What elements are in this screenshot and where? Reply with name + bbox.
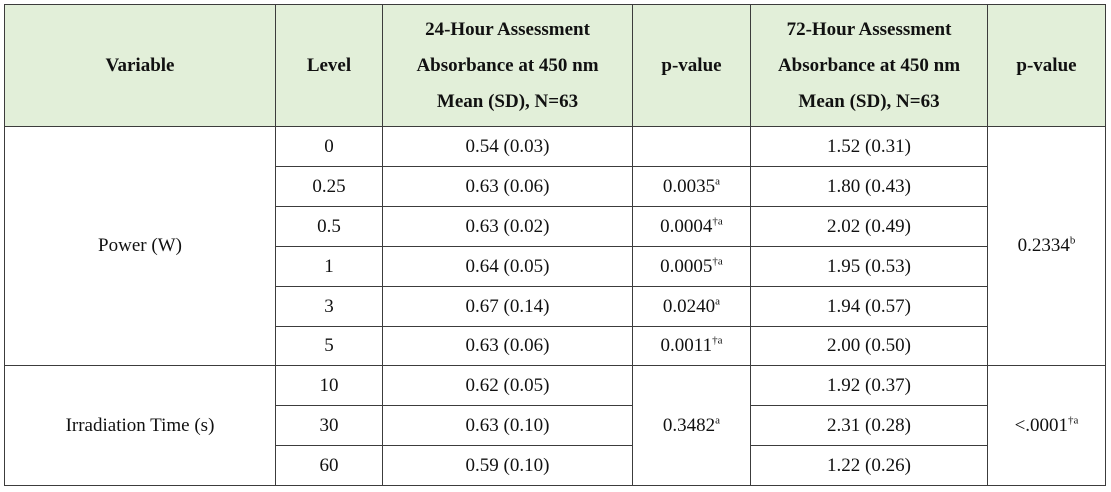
level-cell: 10 — [275, 365, 383, 406]
mean72-cell: 2.02 (0.49) — [750, 206, 988, 247]
mean72-cell: 1.52 (0.31) — [750, 126, 988, 167]
level-cell: 60 — [275, 445, 383, 486]
header-24h-line3: Mean (SD), N=63 — [436, 90, 579, 112]
table-row: Irradiation Time (s) 10 0.62 (0.05) 0.34… — [4, 365, 1106, 486]
header-72h-line2: Absorbance at 450 nm — [777, 54, 961, 76]
mean72-cell: 1.80 (0.43) — [750, 166, 988, 207]
header-level: Level — [275, 4, 383, 127]
level-cell: 30 — [275, 405, 383, 446]
group-label-irradiation: Irradiation Time (s) — [4, 365, 276, 486]
p24-cell: 0.0035a — [632, 166, 751, 207]
table-row: 30 0.63 (0.10) 2.31 (0.28) — [5, 405, 1106, 446]
p24-footnote: †a — [712, 215, 723, 228]
mean24-cell: 0.54 (0.03) — [382, 126, 633, 167]
table-row: 0.5 0.63 (0.02) 0.0004†a 2.02 (0.49) — [5, 206, 1106, 247]
header-pvalue-72h: p-value — [987, 4, 1106, 127]
mean24-cell: 0.64 (0.05) — [382, 246, 633, 287]
group-label-power: Power (W) — [4, 126, 276, 366]
p24-irradiation-cell: 0.3482a — [632, 365, 751, 486]
header-24h-line1: 24-Hour Assessment — [425, 18, 590, 40]
p24-cell — [632, 126, 751, 167]
header-72h-assessment: 72-Hour Assessment Absorbance at 450 nm … — [750, 4, 988, 127]
p72-value: 0.2334 — [1017, 235, 1070, 256]
table-row: Power (W) 0 0.54 (0.03) 1.52 (0.31) 0.23… — [4, 126, 1106, 366]
mean24-cell: 0.63 (0.06) — [382, 326, 633, 366]
header-pvalue-24h: p-value — [632, 4, 751, 127]
header-72h-line1: 72-Hour Assessment — [786, 18, 952, 40]
table-row: 3 0.67 (0.14) 0.0240a 1.94 (0.57) — [5, 286, 1106, 327]
p24-cell: 0.0011†a — [632, 326, 751, 366]
mean24-cell: 0.59 (0.10) — [382, 445, 633, 486]
table-row: 60 0.59 (0.10) 1.22 (0.26) — [5, 445, 1106, 486]
p72-footnote: †a — [1068, 414, 1079, 427]
p72-footnote: b — [1069, 234, 1076, 247]
mean72-cell: 2.31 (0.28) — [750, 405, 988, 446]
results-table: Variable Level 24-Hour Assessment Absorb… — [4, 4, 1106, 486]
header-72h-line3: Mean (SD), N=63 — [798, 90, 940, 112]
header-variable: Variable — [4, 4, 276, 127]
mean72-cell: 1.95 (0.53) — [750, 246, 988, 287]
level-cell: 3 — [275, 286, 383, 327]
p24-footnote: a — [715, 175, 721, 188]
mean24-cell: 0.67 (0.14) — [382, 286, 633, 327]
mean72-cell: 1.94 (0.57) — [750, 286, 988, 327]
p24-value: 0.0004 — [660, 215, 713, 237]
p24-cell: 0.0240a — [632, 286, 751, 327]
header-row: Variable Level 24-Hour Assessment Absorb… — [4, 4, 1106, 127]
level-cell: 0.25 — [275, 166, 383, 207]
p24-value: 0.0035 — [662, 175, 716, 197]
level-cell: 0 — [275, 126, 383, 167]
mean72-cell: 2.00 (0.50) — [750, 326, 988, 366]
p24-footnote: a — [715, 295, 721, 308]
header-24h-line2: Absorbance at 450 nm — [416, 54, 599, 76]
header-24h-assessment: 24-Hour Assessment Absorbance at 450 nm … — [382, 4, 633, 127]
p24-value: 0.3482 — [662, 414, 716, 436]
p24-footnote: †a — [712, 334, 723, 347]
p24-footnote: a — [715, 414, 721, 427]
mean72-cell: 1.22 (0.26) — [750, 445, 988, 486]
mean72-cell: 1.92 (0.37) — [750, 365, 988, 406]
mean24-cell: 0.63 (0.02) — [382, 206, 633, 247]
mean24-cell: 0.62 (0.05) — [382, 365, 633, 406]
p24-cell: 0.0005†a — [632, 246, 751, 287]
table-row: 0.25 0.63 (0.06) 0.0035a 1.80 (0.43) — [5, 166, 1106, 207]
p24-value: 0.0011 — [660, 335, 713, 356]
p24-footnote: †a — [712, 255, 723, 268]
mean24-cell: 0.63 (0.06) — [382, 166, 633, 207]
level-cell: 0.5 — [275, 206, 383, 247]
level-cell: 1 — [275, 246, 383, 287]
p24-value: 0.0005 — [660, 255, 713, 277]
p72-value: <.0001 — [1014, 414, 1069, 436]
p72-irradiation-cell: <.0001†a — [987, 365, 1106, 486]
p24-value: 0.0240 — [662, 295, 716, 317]
table-row: 5 0.63 (0.06) 0.0011†a 2.00 (0.50) — [5, 326, 1106, 366]
p24-cell: 0.0004†a — [632, 206, 751, 247]
level-cell: 5 — [275, 326, 383, 366]
mean24-cell: 0.63 (0.10) — [382, 405, 633, 446]
p72-power-cell: 0.2334b — [987, 126, 1106, 366]
